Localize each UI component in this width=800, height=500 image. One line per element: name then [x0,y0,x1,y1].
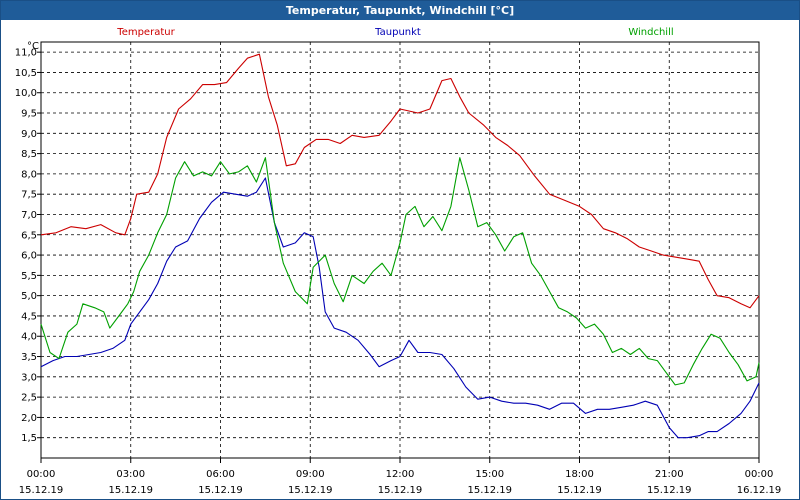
x-tick-date-label: 15.12.19 [108,485,153,496]
y-tick-label: 4,5 [21,311,37,322]
y-tick-label: 9,5 [21,109,37,120]
y-tick-label: 8,5 [21,149,37,160]
y-tick-label: 2,0 [21,413,37,424]
x-tick-date-label: 16.12.19 [737,485,782,496]
x-tick-time-label: 21:00 [655,469,684,480]
legend-taupunkt: Taupunkt [374,27,421,38]
y-tick-label: 6,5 [21,230,37,241]
legend-temperatur: Temperatur [116,27,175,38]
x-tick-time-label: 03:00 [116,469,145,480]
y-tick-label: 10,5 [15,68,37,79]
x-tick-date-label: 15.12.19 [378,485,423,496]
series-line-temperatur [40,53,760,309]
series-line-taupunkt [40,177,760,439]
y-tick-label: 2,5 [21,393,37,404]
y-tick-label: 9,0 [21,129,37,140]
y-tick-label: 5,0 [21,291,37,302]
y-axis-unit: °C [27,41,39,52]
x-tick-date-label: 15.12.19 [647,485,692,496]
window-title: Temperatur, Taupunkt, Windchill [°C] [1,1,799,20]
y-tick-label: 3,5 [21,352,37,363]
y-tick-label: 6,0 [21,251,37,262]
x-tick-time-label: 00:00 [27,469,56,480]
x-tick-date-label: 15.12.19 [557,485,602,496]
x-tick-time-label: 00:00 [745,469,774,480]
y-tick-label: 10,0 [15,88,37,99]
x-tick-time-label: 18:00 [565,469,594,480]
x-tick-time-label: 15:00 [475,469,504,480]
y-tick-label: 8,0 [21,169,37,180]
y-tick-label: 4,0 [21,332,37,343]
y-tick-label: 7,5 [21,190,37,201]
plot-area [41,42,759,458]
y-tick-label: 3,0 [21,372,37,383]
line-chart: 11,0 10,5 10,0 9,5 9,0 8,5 8,0 7,5 7,0 6,5 6,0 5,5 5… [15,27,782,496]
x-tick-date-label: 15.12.19 [288,485,333,496]
y-tick-label: 1,5 [21,433,37,444]
x-tick-time-label: 12:00 [386,469,415,480]
x-tick-date-label: 15.12.19 [467,485,512,496]
legend-windchill: Windchill [628,27,673,38]
x-tick-time-label: 09:00 [296,469,325,480]
x-tick-time-label: 06:00 [206,469,235,480]
y-tick-label: 7,0 [21,210,37,221]
series-line-windchill [40,157,760,386]
y-tick-label: 11,0 [15,48,37,59]
x-tick-date-label: 15.12.19 [19,485,64,496]
x-tick-date-label: 15.12.19 [198,485,243,496]
y-tick-label: 5,5 [21,271,37,282]
plot-frame [40,41,760,459]
